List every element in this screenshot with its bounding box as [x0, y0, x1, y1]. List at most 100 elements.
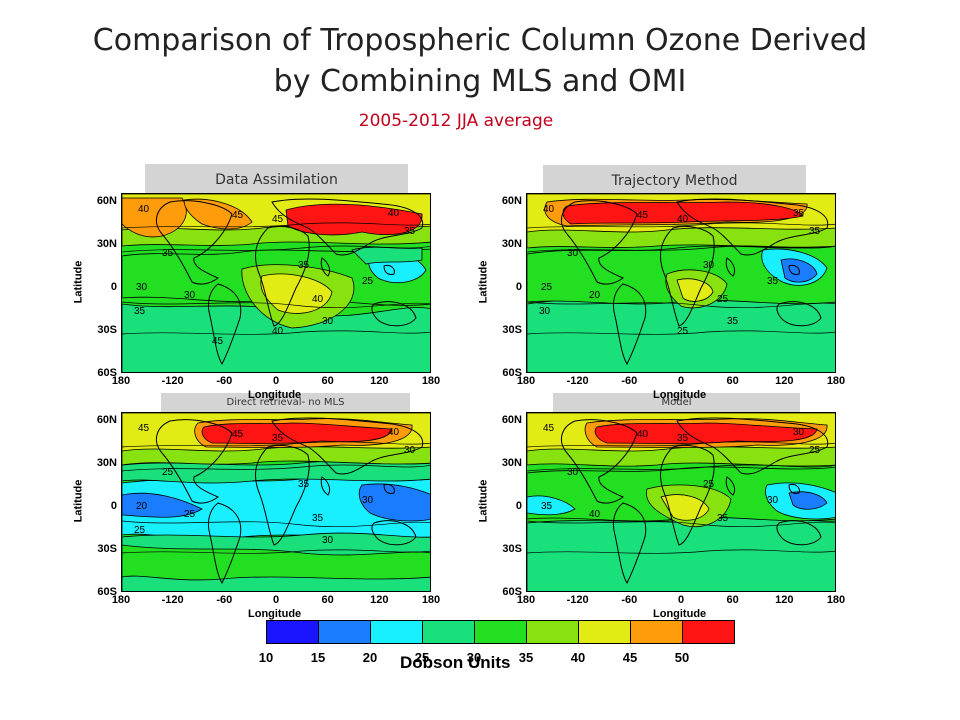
map-svg-assim: 40 45 45 40 35 35 30 30 40 25 35 35 30 40 45 [122, 194, 430, 372]
panel-label-model: Model [553, 393, 800, 413]
coastline [320, 257, 331, 277]
colorbar-swatch [318, 620, 371, 644]
contour-label: 45 [543, 423, 555, 434]
coastline [207, 502, 242, 585]
contour-label: 45 [637, 210, 649, 221]
contour-label: 25 [162, 467, 174, 478]
coastline [660, 225, 715, 327]
y-tick-label: 60N [96, 195, 117, 207]
colorbar-tick-label: 45 [622, 650, 638, 665]
slide-title: Comparison of Tropospheric Column Ozone … [0, 20, 960, 102]
x-tick-label: -120 [161, 594, 184, 606]
colorbar-swatch [422, 620, 475, 644]
ozone-region [660, 494, 710, 521]
map-plot-traj: 40 45 40 35 35 30 25 20 25 35 30 30 35 25 [526, 193, 836, 373]
ozone-region [122, 544, 430, 581]
contour-label: 40 [138, 204, 150, 215]
contour-label: 35 [767, 276, 779, 287]
x-tick-label: -60 [216, 375, 233, 387]
contour-label: 35 [298, 479, 310, 490]
map-svg-direct: 45 45 35 40 30 25 20 25 35 30 35 25 30 [122, 413, 430, 591]
ozone-region [122, 460, 430, 484]
colorbar-tick-label: 10 [258, 650, 274, 665]
y-tick-label: 60S [97, 586, 117, 598]
y-tick-label: 60S [502, 586, 522, 598]
contour-line [122, 330, 430, 335]
contour-label: 30 [703, 260, 715, 271]
ozone-region [358, 483, 430, 522]
x-tick-label: 180 [516, 594, 536, 606]
contour-label: 35 [134, 306, 146, 317]
x-tick-label: 180 [421, 594, 441, 606]
colorbar-swatch [266, 620, 319, 644]
x-tick-label: -60 [216, 594, 233, 606]
y-axis-label: Latitude [72, 260, 85, 304]
contour-line [122, 441, 430, 448]
contour-label: 35 [727, 316, 739, 327]
colorbar-tick-label: 35 [518, 650, 534, 665]
map-plot-assim: 40 45 45 40 35 35 30 30 40 25 35 35 30 40 45 [121, 193, 431, 373]
slide-subtitle: 2005-2012 JJA average [358, 111, 554, 131]
coastline [776, 301, 822, 327]
contour-label: 45 [138, 423, 150, 434]
ozone-region [285, 203, 423, 236]
map-svg-model: 45 40 35 30 25 30 35 40 35 30 25 [527, 413, 835, 591]
contour-line [527, 441, 835, 448]
ozone-region [676, 278, 714, 302]
ozone-region [351, 246, 423, 265]
contour-label: 40 [677, 214, 689, 225]
contour-label: 30 [567, 467, 579, 478]
x-tick-label: 180 [421, 375, 441, 387]
contour-label: 30 [322, 316, 334, 327]
coastline [776, 520, 822, 546]
ozone-region [183, 198, 253, 230]
contour-label: 40 [589, 509, 601, 520]
y-tick-label: 30N [96, 238, 117, 250]
x-tick-label: -120 [566, 375, 589, 387]
y-tick-label: 0 [110, 500, 117, 512]
y-tick-label: 60N [96, 414, 117, 426]
coastline [612, 502, 647, 585]
colorbar-tick-label: 50 [674, 650, 690, 665]
contour-line [527, 301, 835, 309]
contour-label: 30 [404, 445, 416, 456]
contour-label: 45 [232, 429, 244, 440]
ozone-region [788, 491, 828, 510]
colorbar-tick-label: 15 [310, 650, 326, 665]
x-tick-label: -60 [621, 594, 638, 606]
contour-label: 30 [793, 427, 805, 438]
contour-line [122, 549, 430, 554]
panel-label-assimilation: Data Assimilation [145, 164, 408, 196]
x-tick-label: 180 [516, 375, 536, 387]
y-tick-label: 60S [97, 367, 117, 379]
x-axis-label: Longitude [248, 389, 302, 401]
contour-label: 35 [793, 208, 805, 219]
coastline [255, 225, 310, 327]
coastline [271, 417, 424, 475]
contour-label: 25 [677, 326, 689, 337]
x-tick-label: 60 [726, 375, 739, 387]
contour-label: 25 [809, 445, 821, 456]
coastline [383, 484, 395, 494]
contour-label: 45 [272, 214, 284, 225]
x-tick-label: 0 [272, 594, 280, 606]
coastline [660, 444, 715, 546]
y-tick-label: 0 [110, 281, 117, 293]
y-tick-label: 60N [501, 195, 522, 207]
x-tick-label: 60 [321, 375, 334, 387]
colorbar-swatch [682, 620, 735, 644]
contour-label: 40 [272, 326, 284, 337]
contour-label: 35 [272, 433, 284, 444]
contour-label: 35 [809, 226, 821, 237]
y-tick-label: 0 [515, 281, 522, 293]
panel-label-direct: Direct retrieval- no MLS [161, 393, 410, 413]
contour-label: 35 [717, 513, 729, 524]
coastline [155, 419, 233, 504]
title-line-2: by Combining MLS and OMI [273, 64, 687, 99]
coastline [371, 520, 417, 546]
coastline [255, 444, 310, 546]
contour-label: 35 [312, 513, 324, 524]
coastline [207, 283, 242, 366]
colorbar-tick-label: 25 [414, 650, 430, 665]
x-tick-label: 60 [726, 594, 739, 606]
